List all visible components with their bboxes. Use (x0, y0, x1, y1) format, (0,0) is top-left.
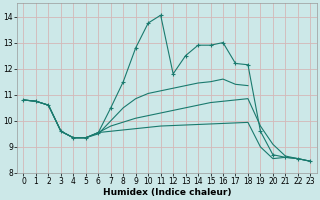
X-axis label: Humidex (Indice chaleur): Humidex (Indice chaleur) (103, 188, 231, 197)
